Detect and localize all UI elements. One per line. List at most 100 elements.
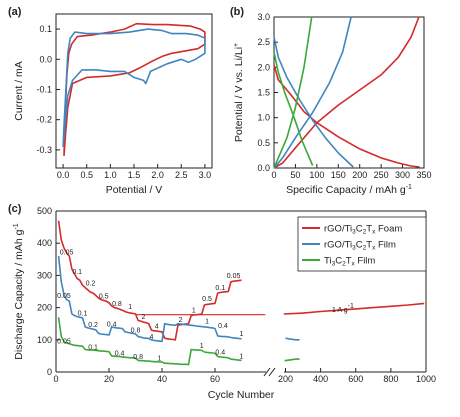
x-tick-label: 0.0 — [57, 170, 70, 180]
x-tick-label: 3.0 — [199, 170, 212, 180]
y-tick-label: 1.0 — [257, 113, 270, 123]
x-tick-label: 50 — [290, 170, 300, 180]
x-tick-label: 40 — [157, 374, 167, 384]
x-tick-label: 350 — [416, 170, 431, 180]
rate-label: 0.05 — [57, 293, 71, 300]
y-axis-label: Potential / V vs. Li/Li+ — [233, 43, 245, 142]
y-tick-label: 0.0 — [257, 163, 270, 173]
axis-break-mark — [268, 367, 276, 377]
rate-label-main: 1 A g — [332, 307, 348, 314]
rate-label: 1 — [128, 304, 132, 311]
y-tick-label: -0.3 — [36, 145, 52, 155]
legend-entry-part: 3 — [352, 229, 356, 236]
x-tick-label: 2.0 — [151, 170, 164, 180]
legend-entry-part: C — [356, 240, 363, 251]
capacity-curve-green — [57, 317, 242, 366]
y-tick-label: -0.1 — [36, 84, 52, 94]
legend-entry-part: 3 — [352, 245, 356, 252]
rate-label: 0.2 — [88, 322, 98, 329]
legend-entry-part: Film — [375, 240, 396, 251]
legend-entry-part: rGO/Ti — [324, 224, 352, 235]
x-axis-label-main: Specific Capacity / mAh g — [286, 184, 406, 196]
rate-label: 0.5 — [99, 294, 109, 301]
y-tick-label: 400 — [37, 238, 52, 248]
y-tick-label: 2.0 — [257, 62, 270, 72]
capacity-curve-red — [283, 302, 425, 315]
capacity-curve-green — [284, 358, 300, 362]
x-tick-label: 1.5 — [128, 170, 141, 180]
y-tick-label: 0.0 — [39, 54, 52, 64]
x-axis-label-sup: -1 — [406, 184, 412, 191]
charge-discharge-curve-red — [273, 64, 420, 168]
x-tick-label: 2.5 — [175, 170, 188, 180]
rate-label: 0.5 — [202, 296, 212, 303]
x-tick-label: 0.5 — [80, 170, 93, 180]
capacity-curve-red — [57, 220, 242, 341]
x-tick-label: 200 — [278, 374, 293, 384]
legend-entry-part: 2 — [363, 245, 367, 252]
x-tick-label: 250 — [374, 170, 389, 180]
legend-entry-part: Foam — [375, 224, 402, 235]
x-tick-label: 100 — [309, 170, 324, 180]
x-axis-label: Specific Capacity / mAh g-1 — [286, 184, 412, 196]
charge-discharge-curve-blue — [273, 16, 352, 169]
x-tick-label: 60 — [210, 374, 220, 384]
rate-label: 0.8 — [112, 301, 122, 308]
rate-label-sup: -1 — [348, 303, 354, 310]
rate-label: 0.8 — [131, 327, 141, 334]
rate-label: 0.1 — [72, 269, 82, 276]
y-axis-label: Discharge Capacity / mAh g-1 — [13, 223, 25, 359]
x-tick-label: 300 — [395, 170, 410, 180]
legend-entry-part: x — [352, 261, 356, 268]
panel-label: (a) — [8, 6, 22, 18]
rate-label: 2 — [179, 317, 183, 324]
legend-entry-part: Ti — [324, 256, 332, 267]
legend-entry-part: rGO/Ti — [324, 240, 352, 251]
axis-break-mark — [263, 367, 271, 377]
panel-a: 0.0 0.5 1.0 1.5 2.0 2.5 3.0 0.1 0.0 -0.1 -0.2 -0.3 P… — [8, 6, 213, 196]
rate-label: 0.05 — [60, 249, 74, 256]
x-tick-label: 20 — [104, 374, 114, 384]
x-tick-label: 0 — [271, 170, 276, 180]
x-tick-label: 1.0 — [104, 170, 117, 180]
legend-entry: Ti3C2Tx Film — [324, 256, 375, 268]
charge-discharge-curve-red — [273, 16, 420, 169]
rate-label: 1 — [157, 356, 161, 363]
panel-label: (b) — [230, 6, 244, 18]
y-tick-label: 0.5 — [257, 138, 270, 148]
legend-entry-part: T — [366, 224, 372, 235]
legend-entry-part: C — [356, 224, 363, 235]
x-tick-label: 0 — [53, 374, 58, 384]
charge-discharge-curve-green — [273, 16, 313, 169]
x-tick-label: 1000 — [416, 374, 436, 384]
y-tick-label: 200 — [37, 303, 52, 313]
rate-label: 0.8 — [133, 354, 143, 361]
y-tick-label: 3.0 — [257, 12, 270, 22]
rate-label: 1 A g-1 — [332, 303, 354, 314]
rate-label: 0.2 — [86, 281, 96, 288]
x-tick-label: 800 — [383, 374, 398, 384]
rate-label: 0.05 — [57, 339, 71, 346]
cv-curve-red — [63, 22, 206, 156]
y-tick-label: 300 — [37, 270, 52, 280]
panel-label: (c) — [8, 203, 22, 215]
legend-entry-part: 3 — [332, 261, 336, 268]
y-axis-label-sup: + — [233, 43, 240, 47]
x-tick-label: 200 — [352, 170, 367, 180]
x-tick-label: 150 — [331, 170, 346, 180]
legend-entry-part: 2 — [342, 261, 346, 268]
legend-entry-part: 2 — [363, 229, 367, 236]
y-axis-label-sup: -1 — [13, 223, 20, 229]
rate-label: 1 — [200, 343, 204, 350]
rate-label: 0.4 — [107, 321, 117, 328]
rate-label: 4 — [149, 334, 153, 341]
y-axis-label-main: Potential / V vs. Li/Li — [233, 47, 245, 142]
rate-label: 0.4 — [218, 323, 228, 330]
rate-label: 2 — [141, 314, 145, 321]
rate-label: 4 — [155, 324, 159, 331]
capacity-curve-blue — [285, 337, 300, 341]
rate-label: 0.4 — [115, 350, 125, 357]
x-tick-label: 600 — [348, 374, 363, 384]
legend-entry-part: T — [366, 240, 372, 251]
